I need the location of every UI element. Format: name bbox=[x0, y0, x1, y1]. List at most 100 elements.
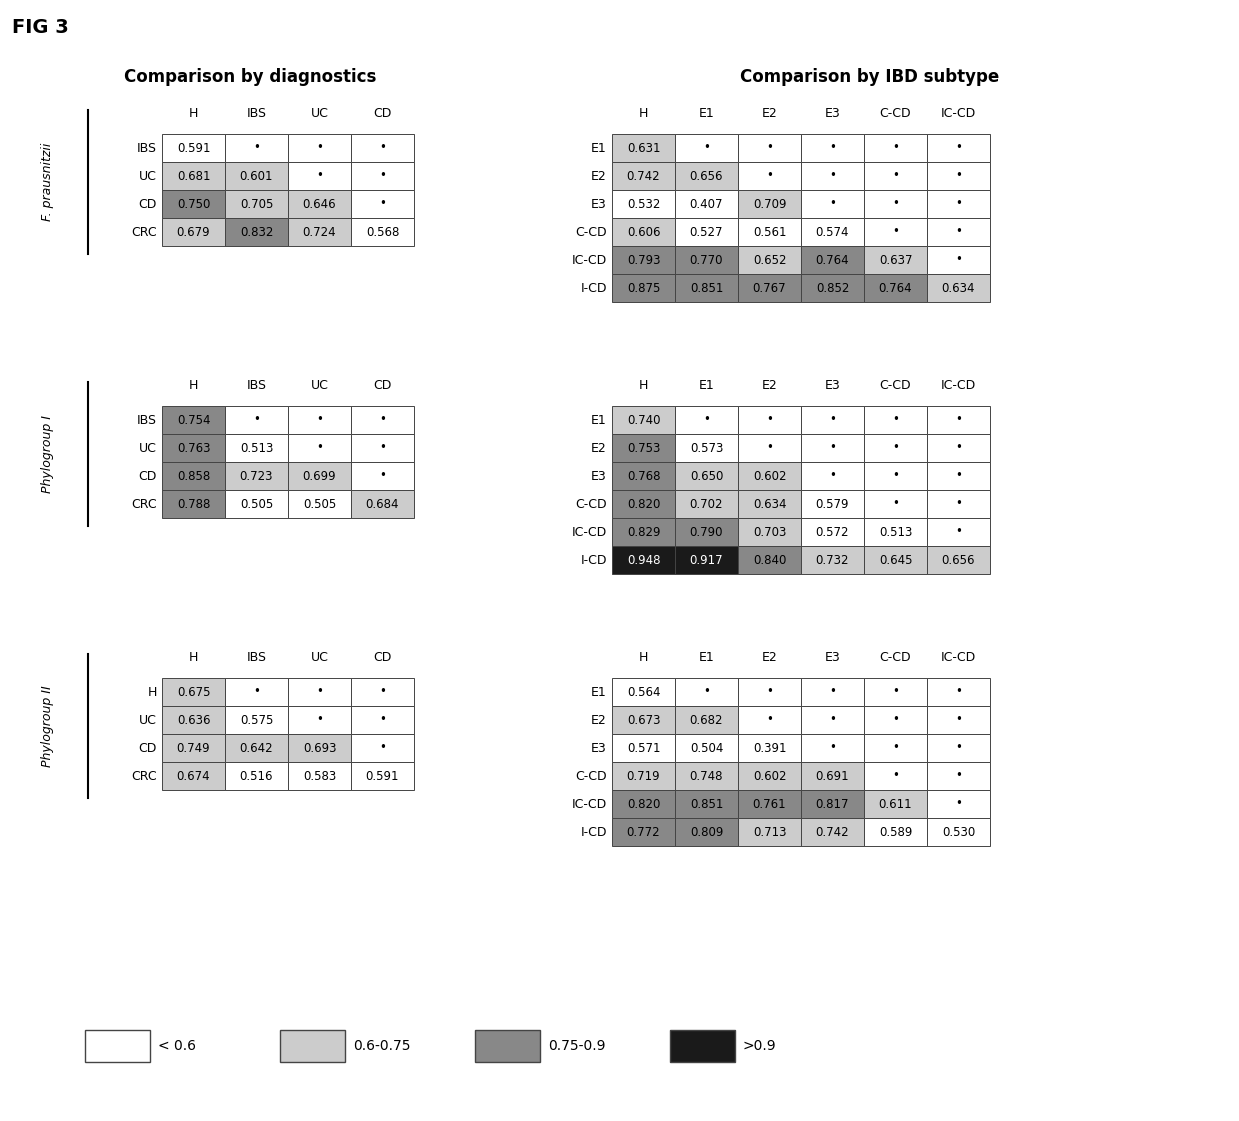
Text: 0.702: 0.702 bbox=[690, 498, 724, 510]
Text: IBS: IBS bbox=[247, 651, 266, 664]
Bar bbox=[738, 163, 800, 189]
Bar bbox=[738, 462, 800, 490]
Text: 0.753: 0.753 bbox=[627, 442, 660, 454]
Bar bbox=[287, 434, 351, 462]
Text: 0.713: 0.713 bbox=[753, 825, 787, 839]
Bar bbox=[612, 462, 675, 490]
Text: 0.591: 0.591 bbox=[177, 141, 211, 155]
Text: •: • bbox=[955, 686, 961, 698]
Text: E3: E3 bbox=[591, 470, 607, 482]
Bar bbox=[675, 546, 738, 574]
Text: 0.637: 0.637 bbox=[878, 253, 912, 267]
Bar bbox=[612, 790, 675, 818]
Text: •: • bbox=[892, 470, 900, 482]
Text: •: • bbox=[955, 442, 961, 454]
Text: CD: CD bbox=[373, 651, 392, 664]
Bar bbox=[864, 734, 927, 762]
Text: 0.742: 0.742 bbox=[627, 169, 660, 183]
Text: •: • bbox=[829, 686, 836, 698]
Bar bbox=[675, 518, 738, 546]
Text: 0.742: 0.742 bbox=[815, 825, 849, 839]
Text: 0.851: 0.851 bbox=[690, 281, 724, 295]
Text: H: H bbox=[188, 651, 198, 664]
Text: •: • bbox=[766, 414, 773, 426]
Bar bbox=[738, 546, 800, 574]
Text: 0.645: 0.645 bbox=[878, 554, 912, 566]
Bar bbox=[800, 762, 864, 790]
Text: UC: UC bbox=[311, 106, 328, 120]
Text: 0.748: 0.748 bbox=[690, 769, 724, 782]
Bar bbox=[800, 678, 864, 706]
Text: 0.917: 0.917 bbox=[690, 554, 724, 566]
Bar bbox=[675, 762, 738, 790]
Text: IBS: IBS bbox=[247, 379, 266, 392]
Text: •: • bbox=[955, 225, 961, 239]
Bar bbox=[675, 189, 738, 217]
Bar bbox=[675, 163, 738, 189]
Text: E2: E2 bbox=[591, 169, 607, 183]
Text: •: • bbox=[379, 741, 385, 754]
Text: •: • bbox=[892, 498, 900, 510]
Text: 0.656: 0.656 bbox=[942, 554, 975, 566]
Text: IC-CD: IC-CD bbox=[940, 106, 976, 120]
Bar bbox=[225, 706, 287, 734]
Bar bbox=[927, 790, 990, 818]
Bar bbox=[287, 490, 351, 518]
Text: 0.793: 0.793 bbox=[627, 253, 660, 267]
Text: •: • bbox=[379, 713, 385, 726]
Bar bbox=[225, 762, 287, 790]
Text: 0.684: 0.684 bbox=[366, 498, 399, 510]
Bar bbox=[864, 678, 927, 706]
Text: 0.749: 0.749 bbox=[177, 741, 211, 754]
Text: 0.723: 0.723 bbox=[240, 470, 274, 482]
Bar bbox=[675, 434, 738, 462]
Text: •: • bbox=[892, 169, 900, 183]
Text: •: • bbox=[253, 414, 260, 426]
Text: C-CD: C-CD bbox=[575, 498, 607, 510]
Text: H: H bbox=[188, 106, 198, 120]
Bar bbox=[800, 245, 864, 274]
Text: •: • bbox=[892, 769, 900, 782]
Text: UC: UC bbox=[139, 169, 157, 183]
Bar bbox=[351, 406, 414, 434]
Bar bbox=[280, 1030, 344, 1062]
Text: 0.505: 0.505 bbox=[302, 498, 336, 510]
Bar bbox=[738, 790, 800, 818]
Bar bbox=[287, 189, 351, 217]
Text: 0.770: 0.770 bbox=[690, 253, 724, 267]
Text: 0.820: 0.820 bbox=[627, 498, 660, 510]
Bar bbox=[612, 163, 675, 189]
Bar bbox=[927, 434, 990, 462]
Text: 0.820: 0.820 bbox=[627, 797, 660, 810]
Bar bbox=[864, 490, 927, 518]
Bar bbox=[800, 189, 864, 217]
Bar bbox=[927, 734, 990, 762]
Text: 0.656: 0.656 bbox=[690, 169, 724, 183]
Bar bbox=[612, 434, 675, 462]
Text: E3: E3 bbox=[591, 741, 607, 754]
Text: CRC: CRC bbox=[131, 225, 157, 239]
Text: 0.852: 0.852 bbox=[815, 281, 849, 295]
Text: •: • bbox=[316, 169, 323, 183]
Text: •: • bbox=[703, 414, 710, 426]
Text: IC-CD: IC-CD bbox=[571, 797, 607, 810]
Text: 0.573: 0.573 bbox=[690, 442, 724, 454]
Bar bbox=[612, 274, 675, 302]
Text: 0.840: 0.840 bbox=[753, 554, 787, 566]
Text: •: • bbox=[253, 141, 260, 155]
Text: •: • bbox=[829, 470, 836, 482]
Bar bbox=[927, 490, 990, 518]
Bar bbox=[864, 462, 927, 490]
Bar bbox=[864, 274, 927, 302]
Bar bbox=[351, 490, 414, 518]
Text: 0.764: 0.764 bbox=[815, 253, 849, 267]
Text: < 0.6: < 0.6 bbox=[159, 1039, 196, 1053]
Bar bbox=[800, 406, 864, 434]
Text: IBS: IBS bbox=[138, 414, 157, 426]
Text: E3: E3 bbox=[825, 379, 840, 392]
Text: 0.679: 0.679 bbox=[177, 225, 211, 239]
Text: I-CD: I-CD bbox=[581, 554, 607, 566]
Text: •: • bbox=[892, 414, 900, 426]
Text: I-CD: I-CD bbox=[581, 281, 607, 295]
Bar bbox=[864, 406, 927, 434]
